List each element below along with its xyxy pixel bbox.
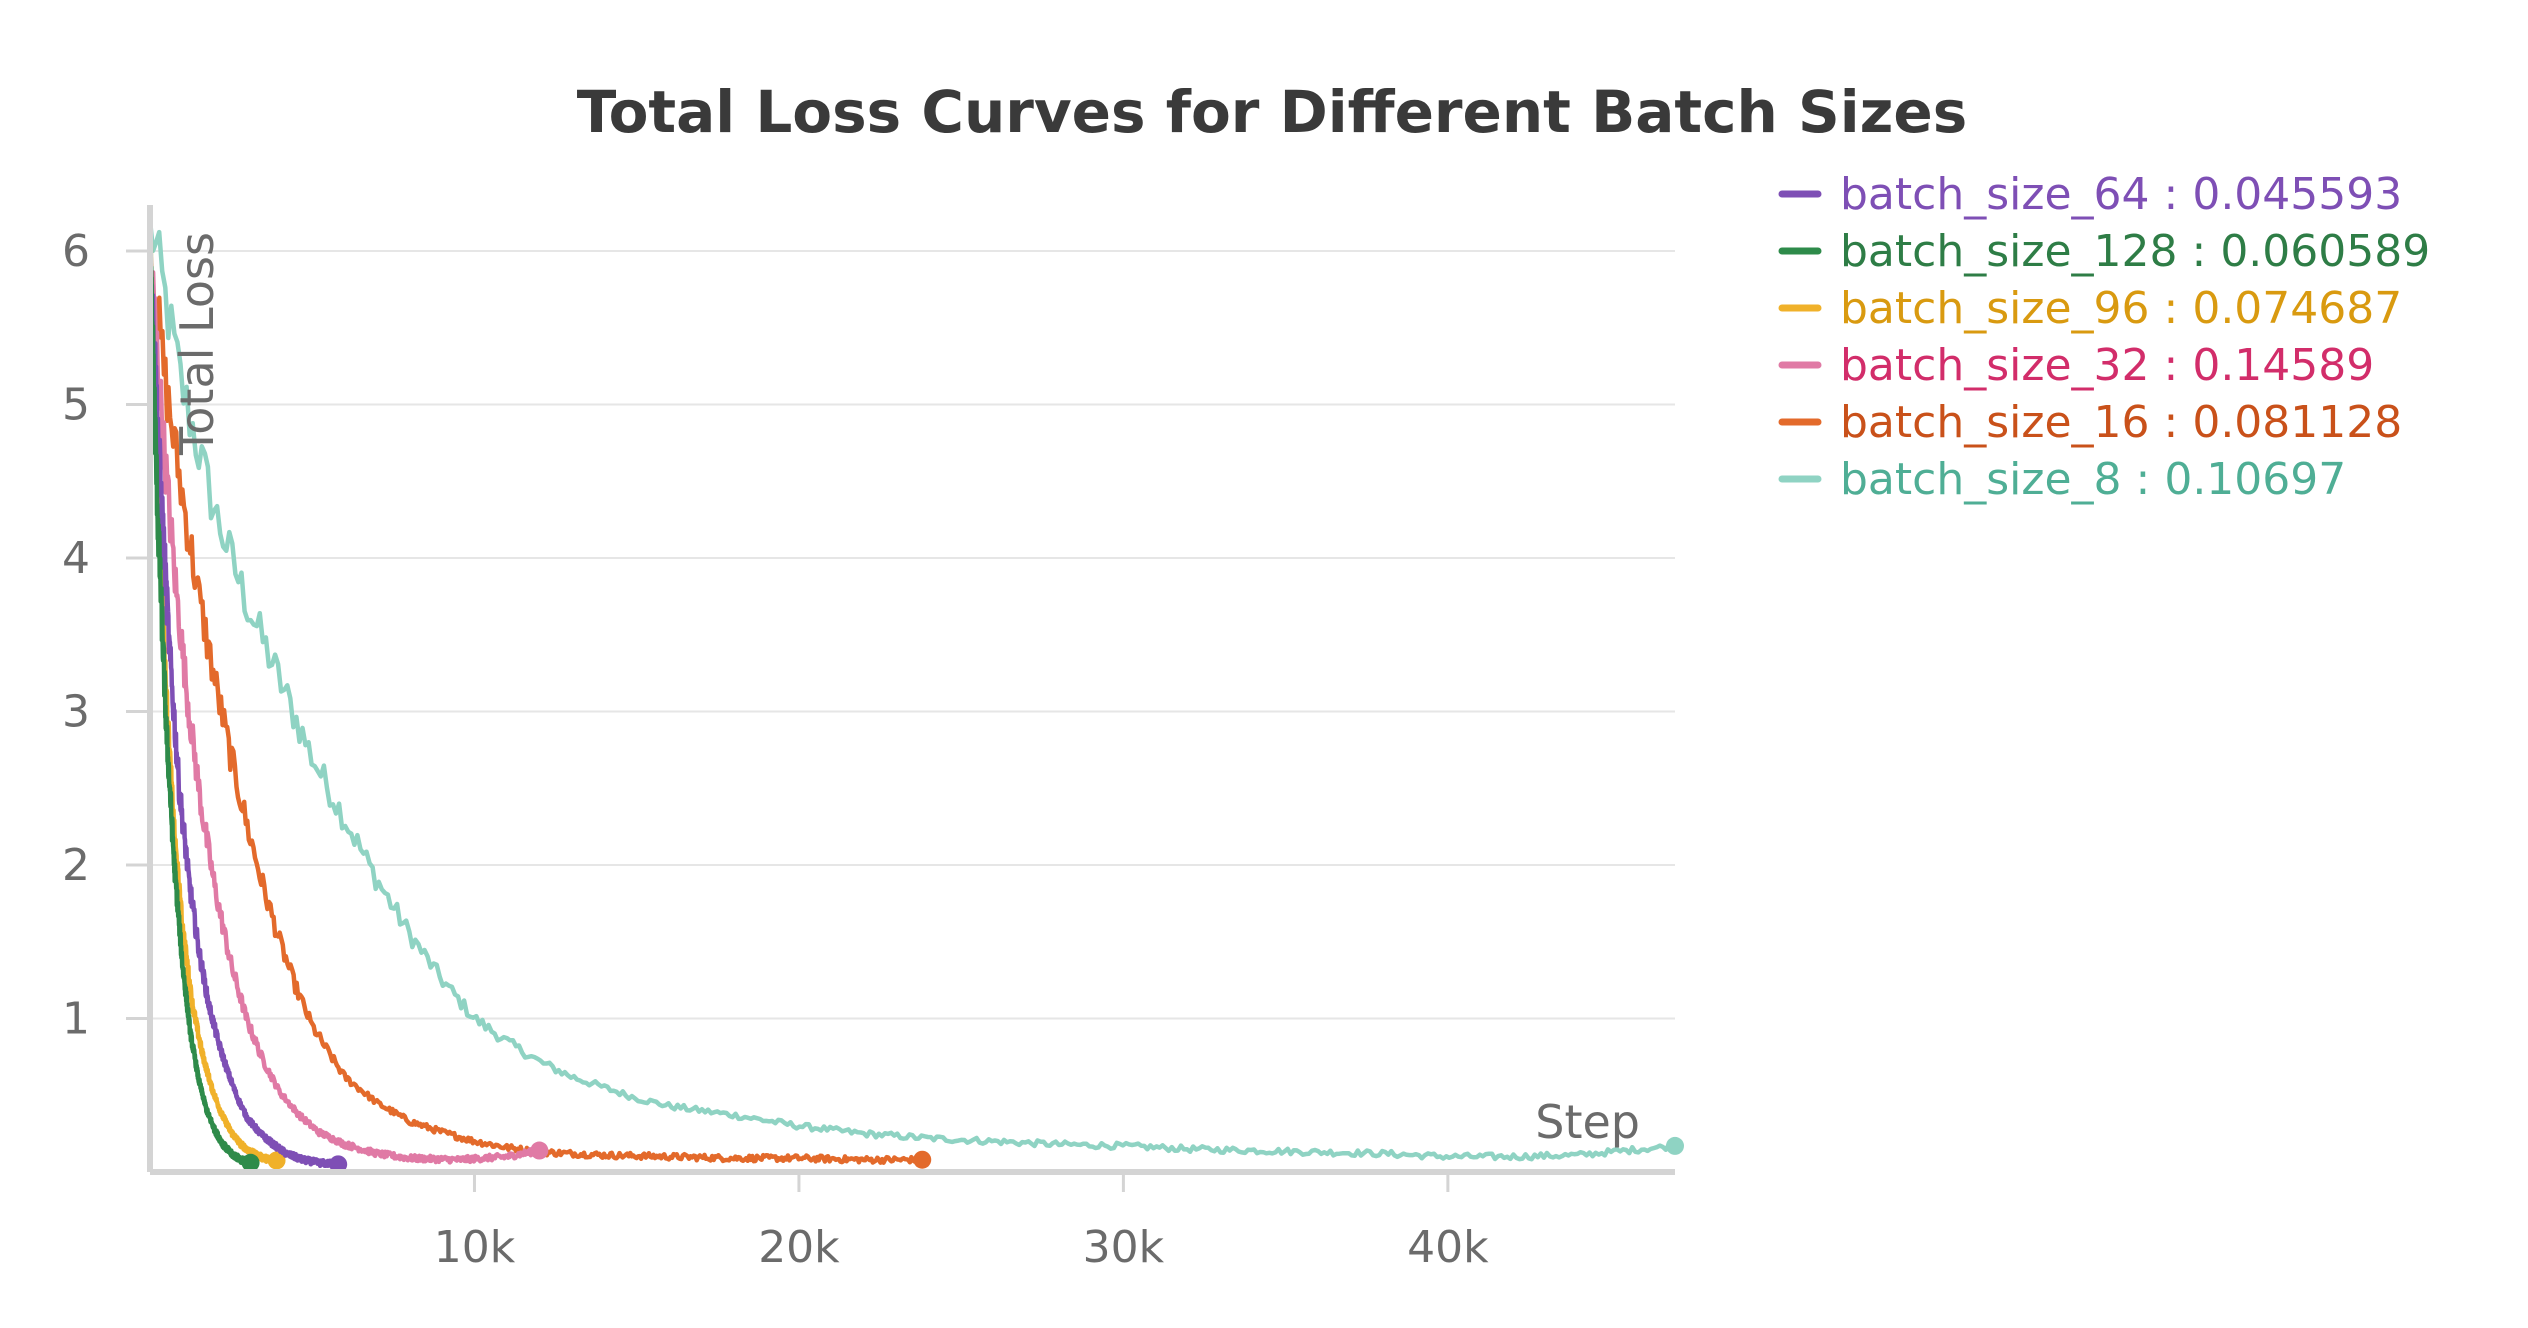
- series-line-batch-size-64: [147, 250, 341, 1169]
- grid: [150, 250, 1675, 1020]
- axes: [126, 205, 1675, 1192]
- series-line-batch-size-128: [147, 239, 253, 1168]
- legend-entry: batch_size_8 : 0.10697: [1840, 454, 2346, 505]
- legend-entry: batch_size_16 : 0.081128: [1840, 397, 2402, 448]
- y-axis-label: Total Loss: [170, 232, 224, 456]
- y-tick-label: 2: [62, 840, 90, 891]
- legend-entry: batch_size_96 : 0.074687: [1840, 283, 2402, 334]
- tick-labels: 1 2 3 4 5 6 10k 20k 30k 40k: [62, 226, 1489, 1273]
- y-tick-label: 5: [62, 380, 90, 431]
- series-line-batch-size-8: [147, 220, 1677, 1162]
- series-end-marker-batch-size-8: [1666, 1136, 1684, 1155]
- series-end-marker-batch-size-32: [530, 1141, 549, 1160]
- x-tick-label: 20k: [758, 1222, 840, 1273]
- y-tick-label: 4: [62, 533, 90, 584]
- x-axis-label: Step: [1535, 1095, 1640, 1149]
- x-tick-label: 40k: [1407, 1222, 1489, 1273]
- y-tick-label: 3: [62, 687, 90, 738]
- series-end-marker-batch-size-16: [913, 1150, 932, 1169]
- chart-title: Total Loss Curves for Different Batch Si…: [577, 78, 1968, 146]
- series-end-marker-batch-size-96: [267, 1151, 286, 1170]
- y-tick-label: 1: [62, 994, 90, 1045]
- x-tick-label: 30k: [1083, 1222, 1165, 1273]
- x-tick-label: 10k: [434, 1222, 516, 1273]
- legend-entry: batch_size_64 : 0.045593: [1840, 169, 2402, 220]
- series-end-marker-batch-size-128: [241, 1153, 260, 1172]
- y-tick-label: 6: [62, 226, 90, 277]
- legend-entry: batch_size_128 : 0.060589: [1840, 226, 2430, 277]
- series-line-batch-size-16: [147, 250, 924, 1165]
- series-end-marker-batch-size-64: [329, 1155, 348, 1174]
- series-lines: [147, 220, 1684, 1174]
- legend-entry: batch_size_32 : 0.14589: [1840, 340, 2374, 391]
- legend: batch_size_64 : 0.045593 batch_size_128 :…: [1778, 169, 2430, 505]
- series-line-batch-size-32: [147, 250, 542, 1165]
